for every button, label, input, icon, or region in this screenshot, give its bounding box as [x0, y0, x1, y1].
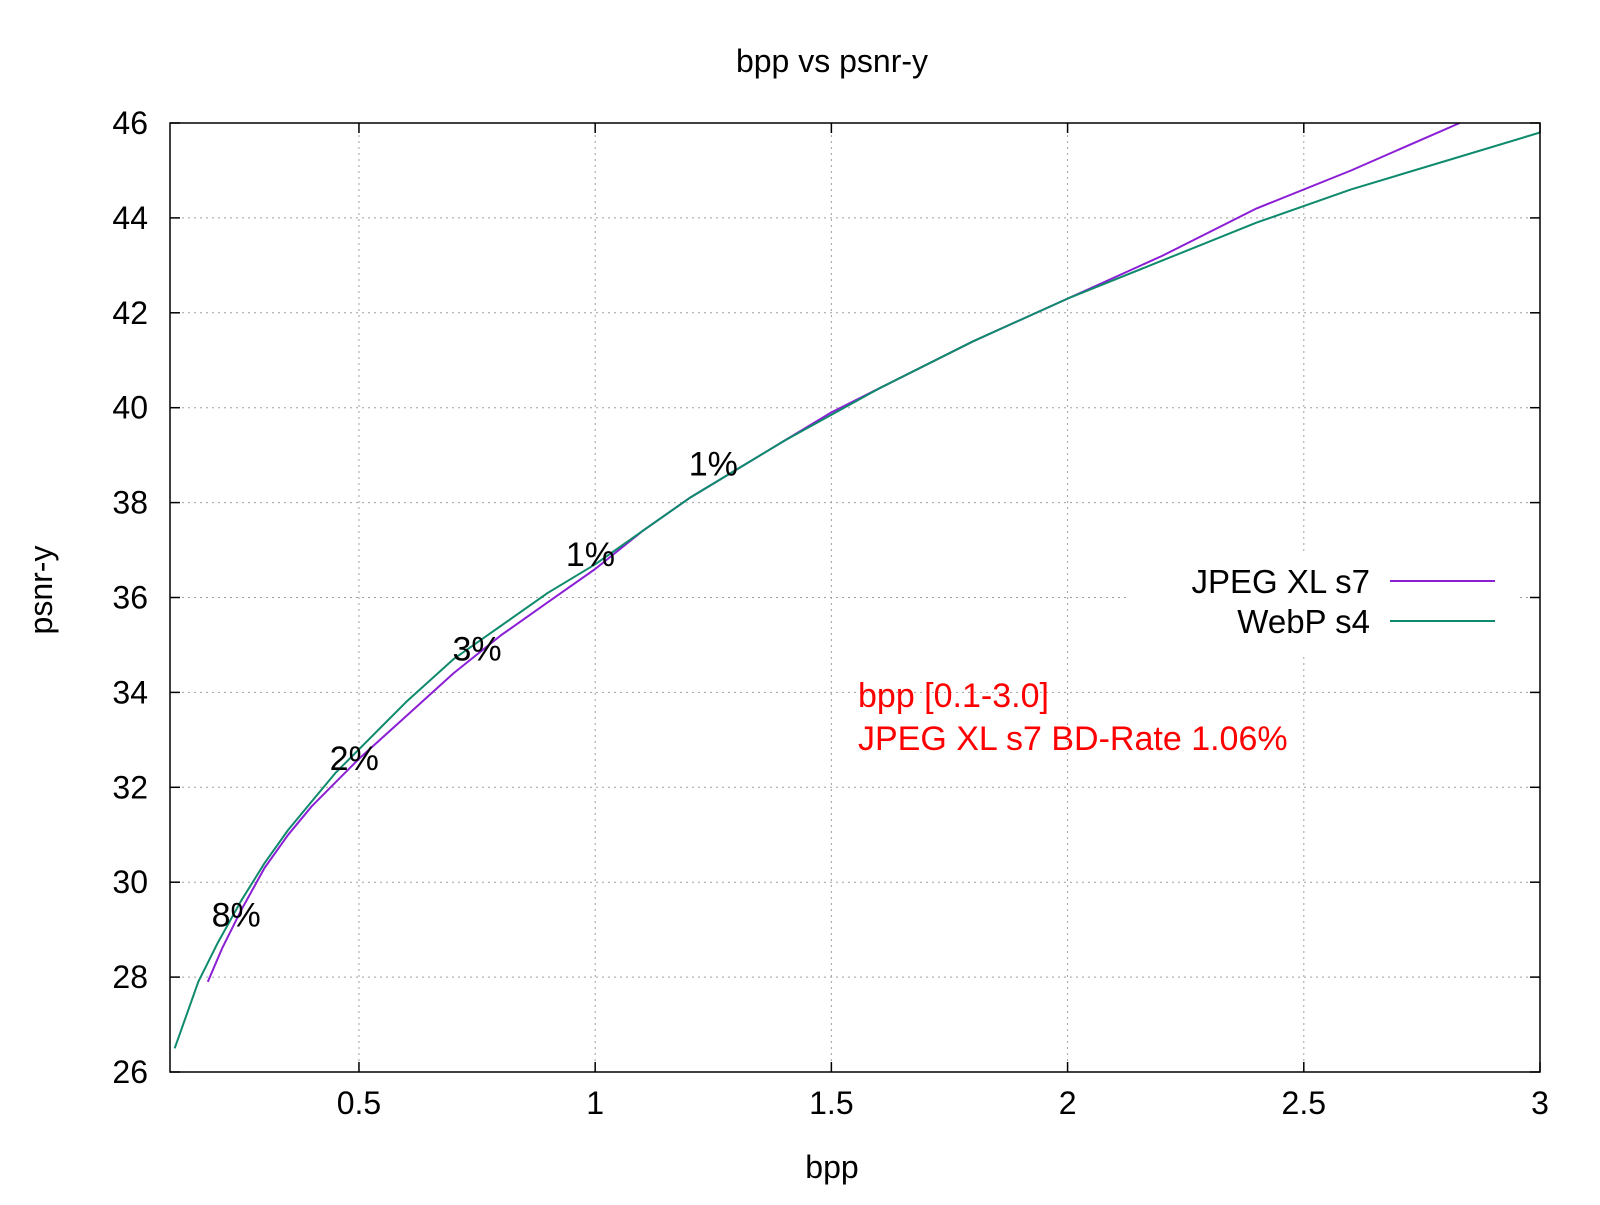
delta-annotation: 1%	[566, 536, 615, 574]
y-tick-label: 42	[112, 295, 148, 331]
bd-rate-note: bpp [0.1-3.0] JPEG XL s7 BD-Rate 1.06%	[858, 677, 1288, 758]
grid-layer	[170, 123, 1540, 1072]
chart-title: bpp vs psnr-y	[736, 43, 928, 79]
legend-label: JPEG XL s7	[1191, 563, 1370, 600]
y-tick-label: 34	[112, 674, 148, 710]
x-tick-label: 0.5	[337, 1085, 381, 1121]
ticks-layer: 0.5 1 1.5 2 2.5 3 26 28 30 32 34 36 38 40 42 44 46	[112, 105, 1548, 1121]
series-line-webp-s4	[173, 131, 1541, 1049]
legend-label: WebP s4	[1237, 603, 1370, 640]
legend-background	[1130, 555, 1520, 655]
y-tick-label: 28	[112, 959, 148, 995]
y-tick-label: 30	[112, 864, 148, 900]
y-tick-label: 44	[112, 200, 148, 236]
y-tick-label: 46	[112, 105, 148, 141]
bd-rate-note-line: bpp [0.1-3.0]	[858, 677, 1049, 715]
x-tick-label: 1.5	[809, 1085, 853, 1121]
delta-annotation: 3%	[452, 631, 501, 669]
y-axis-label: psnr-y	[23, 546, 59, 635]
y-tick-label: 36	[112, 580, 148, 616]
y-tick-label: 32	[112, 769, 148, 805]
series-line-jpeg-xl-s7	[206, 122, 1461, 983]
y-tick-label: 40	[112, 390, 148, 426]
x-tick-label: 2	[1059, 1085, 1077, 1121]
x-tick-label: 3	[1531, 1085, 1549, 1121]
y-tick-label: 26	[112, 1054, 148, 1090]
delta-annotation: 2%	[330, 740, 379, 778]
y-tick-label: 38	[112, 485, 148, 521]
series-layer	[173, 122, 1541, 1049]
annotation-layer: 8% 2% 3% 1% 1%	[212, 446, 738, 935]
delta-annotation: 1%	[689, 446, 738, 484]
bd-rate-note-line: JPEG XL s7 BD-Rate 1.06%	[858, 720, 1288, 758]
delta-annotation: 8%	[212, 896, 261, 934]
x-axis-label: bpp	[805, 1149, 858, 1185]
x-tick-label: 1	[586, 1085, 604, 1121]
x-tick-label: 2.5	[1282, 1085, 1326, 1121]
